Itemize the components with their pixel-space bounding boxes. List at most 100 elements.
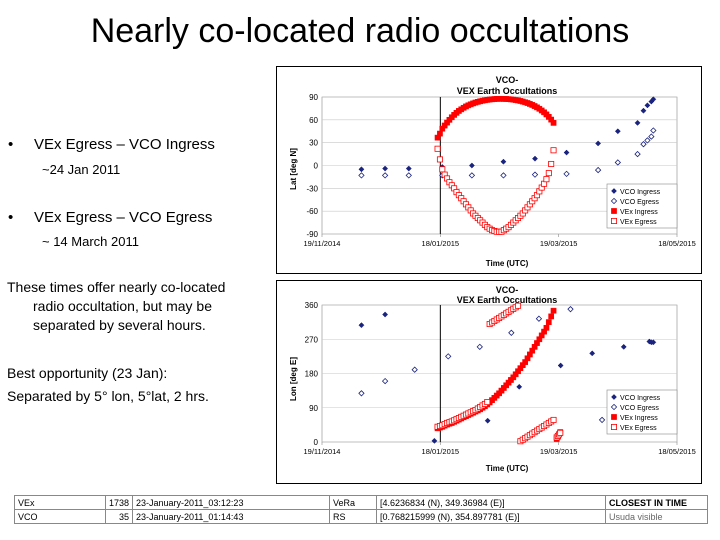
data-point xyxy=(358,322,365,329)
data-point xyxy=(550,307,557,314)
series-vex-egress xyxy=(434,302,564,445)
chart-title: VCO- xyxy=(496,285,519,295)
plot-area: -90 -60 -30 0 30 60 90 19/11/2014 18/01/2015 19/0… xyxy=(304,93,696,248)
x-tick-label: 19/11/2014 xyxy=(304,447,341,456)
data-point xyxy=(640,141,647,148)
x-axis-label: Time (UTC) xyxy=(486,464,529,473)
bullet-text: VEx Egress – VCO Ingress xyxy=(34,136,215,153)
data-point xyxy=(614,128,621,135)
bullet-icon: • xyxy=(8,209,14,226)
data-point xyxy=(445,353,452,360)
bullet-vex-egress-vco-egress: • VEx Egress – VCO Egress xyxy=(8,209,213,226)
data-point xyxy=(550,120,557,126)
legend-marker xyxy=(610,423,617,430)
table-cell: VeRa xyxy=(329,495,378,510)
data-point xyxy=(437,130,443,137)
data-point xyxy=(500,172,507,179)
longitude-chart-svg: VCO- VEX Earth Occultations Time (UTC) L… xyxy=(289,285,696,473)
data-point xyxy=(405,172,412,179)
y-tick-label: 180 xyxy=(305,370,319,379)
data-point xyxy=(476,343,483,351)
y-tick-label: -30 xyxy=(306,184,318,193)
table-cell: CLOSEST IN TIME xyxy=(605,495,708,510)
x-tick-label: 19/11/2014 xyxy=(304,239,341,248)
legend-entry: VCO Egress xyxy=(620,405,659,412)
legend-marker xyxy=(610,403,618,411)
data-point xyxy=(589,350,596,357)
data-point xyxy=(563,149,570,156)
data-point xyxy=(532,155,538,162)
data-point xyxy=(358,166,365,173)
data-point xyxy=(381,377,389,385)
data-point xyxy=(382,311,389,318)
bullet-date: ~24 Jan 2011 xyxy=(42,162,121,177)
data-point xyxy=(650,339,657,346)
y-tick-label: 30 xyxy=(309,139,318,148)
paragraph-line: separated by several hours. xyxy=(33,317,206,333)
data-point xyxy=(508,329,515,336)
data-point xyxy=(640,107,647,114)
series-vco-egress xyxy=(358,127,657,179)
data-point xyxy=(644,102,651,109)
x-tick-label: 19/03/2015 xyxy=(540,239,578,248)
longitude-chart: VCO- VEX Earth Occultations Time (UTC) L… xyxy=(276,280,702,484)
data-point xyxy=(411,366,418,373)
paragraph-line: radio occultation, but may be xyxy=(33,298,212,314)
y-tick-label: 360 xyxy=(305,301,319,310)
data-point xyxy=(535,315,543,322)
data-point xyxy=(484,399,491,406)
legend-box xyxy=(606,389,678,435)
x-tick-label: 18/05/2015 xyxy=(658,447,696,456)
table-row: VEx 1738 23-January-2011_03:12:23 VeRa [… xyxy=(14,495,708,510)
description-paragraph: These times offer nearly co-located radi… xyxy=(7,278,225,335)
legend-box xyxy=(606,183,678,229)
data-point xyxy=(358,390,365,397)
legend-entry: VEx Ingress xyxy=(620,209,658,216)
bullet-text: VEx Egress – VCO Egress xyxy=(34,209,213,226)
data-point xyxy=(594,166,602,174)
legend-entry: VCO Egress xyxy=(620,199,659,206)
data-point xyxy=(550,416,557,423)
data-point xyxy=(382,165,389,172)
y-tick-label: 90 xyxy=(309,404,318,413)
data-point xyxy=(358,172,365,179)
data-point xyxy=(548,313,555,320)
y-tick-label: 90 xyxy=(309,93,318,102)
legend-marker xyxy=(610,197,618,205)
data-point xyxy=(468,162,475,169)
y-axis-label: Lat [deg N] xyxy=(289,148,298,190)
data-point xyxy=(500,158,507,165)
data-point xyxy=(484,417,491,424)
series-vco-ingress xyxy=(358,96,657,173)
y-tick-label: -60 xyxy=(306,207,318,216)
x-axis-label: Time (UTC) xyxy=(486,259,529,268)
paragraph-line: These times offer nearly co-located xyxy=(7,279,226,295)
legend-marker xyxy=(611,414,617,420)
latitude-chart: VCO- VEX Earth Occultations Time (UTC) L… xyxy=(276,66,702,274)
data-point xyxy=(634,150,641,158)
data-point xyxy=(545,319,552,325)
x-tick-label: 18/05/2015 xyxy=(658,239,696,248)
table-cell: 23-January-2011_03:12:23 xyxy=(132,495,331,510)
bullet-icon: • xyxy=(8,136,14,153)
legend-entry: VEx Egress xyxy=(620,425,657,432)
table-cell: RS xyxy=(329,509,378,524)
occultation-info-table: VEx 1738 23-January-2011_03:12:23 VeRa [… xyxy=(14,495,708,524)
slide-title: Nearly co-located radio occultations xyxy=(90,12,630,50)
series-vex-egress xyxy=(434,145,557,235)
table-cell: Usuda visible xyxy=(605,509,708,524)
table-cell: 1738 xyxy=(104,495,134,510)
table-cell: 35 xyxy=(104,509,134,524)
y-axis-label: Lon [deg E] xyxy=(289,357,298,401)
paragraph-line: Best opportunity (23 Jan): xyxy=(7,365,168,381)
chart-subtitle: VEX Earth Occultations xyxy=(457,86,558,96)
series-vex-ingress xyxy=(434,95,557,141)
data-point xyxy=(614,159,621,166)
data-point xyxy=(567,306,574,313)
y-tick-label: 0 xyxy=(314,438,319,447)
data-point xyxy=(405,165,412,172)
data-point xyxy=(563,170,570,178)
x-tick-label: 19/03/2015 xyxy=(540,447,578,456)
data-point xyxy=(436,156,443,163)
chart-subtitle: VEX Earth Occultations xyxy=(457,295,558,305)
